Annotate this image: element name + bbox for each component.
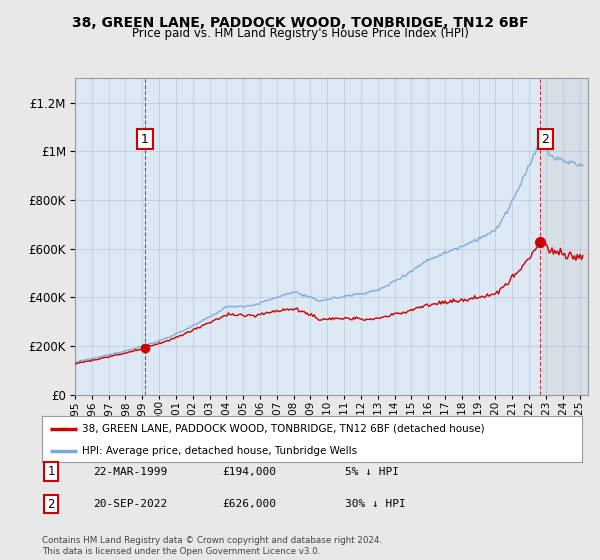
Text: 5% ↓ HPI: 5% ↓ HPI <box>345 466 399 477</box>
Text: £626,000: £626,000 <box>222 499 276 509</box>
Text: £194,000: £194,000 <box>222 466 276 477</box>
Text: Price paid vs. HM Land Registry's House Price Index (HPI): Price paid vs. HM Land Registry's House … <box>131 27 469 40</box>
Text: 38, GREEN LANE, PADDOCK WOOD, TONBRIDGE, TN12 6BF: 38, GREEN LANE, PADDOCK WOOD, TONBRIDGE,… <box>71 16 529 30</box>
Text: 2: 2 <box>541 133 550 146</box>
Text: HPI: Average price, detached house, Tunbridge Wells: HPI: Average price, detached house, Tunb… <box>83 446 358 455</box>
Text: 1: 1 <box>47 465 55 478</box>
Text: 38, GREEN LANE, PADDOCK WOOD, TONBRIDGE, TN12 6BF (detached house): 38, GREEN LANE, PADDOCK WOOD, TONBRIDGE,… <box>83 424 485 434</box>
Text: 30% ↓ HPI: 30% ↓ HPI <box>345 499 406 509</box>
Text: 22-MAR-1999: 22-MAR-1999 <box>93 466 167 477</box>
Text: Contains HM Land Registry data © Crown copyright and database right 2024.
This d: Contains HM Land Registry data © Crown c… <box>42 536 382 556</box>
Text: 20-SEP-2022: 20-SEP-2022 <box>93 499 167 509</box>
Text: 1: 1 <box>141 133 149 146</box>
Text: 2: 2 <box>47 497 55 511</box>
Bar <box>542 78 600 395</box>
